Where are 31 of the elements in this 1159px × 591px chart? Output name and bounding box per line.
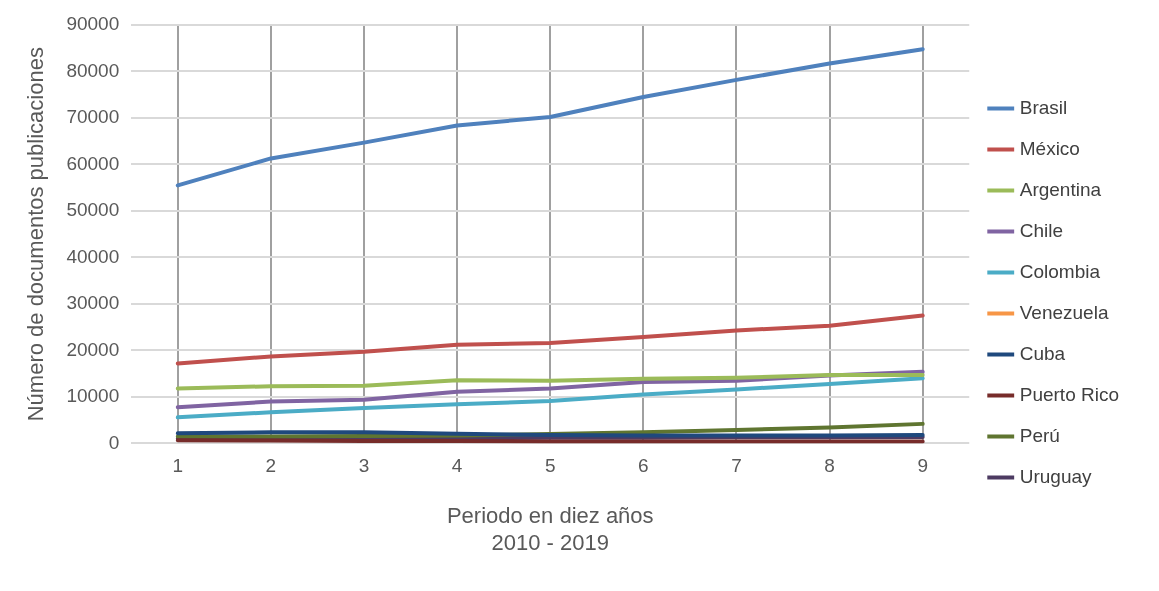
legend-label: Brasil (1019, 96, 1068, 118)
y-tick-label: 60000 (66, 152, 120, 174)
y-tick-label: 0 (108, 431, 120, 453)
legend-label: Argentina (1019, 178, 1102, 200)
y-axis-title: Número de documentos publicaciones (23, 47, 49, 422)
x-tick-label: 6 (638, 455, 649, 477)
legend-label: Venezuela (1019, 301, 1109, 323)
y-tick-label: 50000 (66, 199, 120, 221)
y-tick-label: 70000 (66, 106, 120, 128)
x-tick-label: 7 (731, 455, 742, 477)
legend-label: Chile (1019, 219, 1064, 241)
x-tick-label: 5 (544, 455, 556, 477)
y-tick-label: 40000 (66, 245, 120, 267)
x-tick-label: 2 (265, 455, 277, 477)
x-tick-label: 3 (358, 455, 370, 477)
x-tick-label: 9 (917, 455, 928, 477)
legend-label: Colombia (1019, 260, 1101, 282)
x-tick-label: 1 (172, 455, 184, 477)
legend-label: Cuba (1019, 342, 1066, 364)
y-tick-label: 20000 (66, 338, 120, 360)
y-tick-label: 10000 (66, 385, 120, 407)
y-tick-label: 80000 (66, 59, 120, 81)
legend-label: Puerto Rico (1019, 383, 1120, 405)
y-tick-label: 90000 (66, 13, 120, 35)
legend-label: México (1019, 137, 1080, 159)
legend-label: Perú (1019, 424, 1060, 446)
legend-label: Uruguay (1019, 465, 1093, 487)
x-tick-label: 4 (451, 455, 463, 477)
x-tick-label: 8 (824, 455, 835, 477)
y-tick-label: 30000 (66, 292, 120, 314)
x-axis-title: Periodo en diez años 2010 - 2019 (446, 503, 654, 555)
